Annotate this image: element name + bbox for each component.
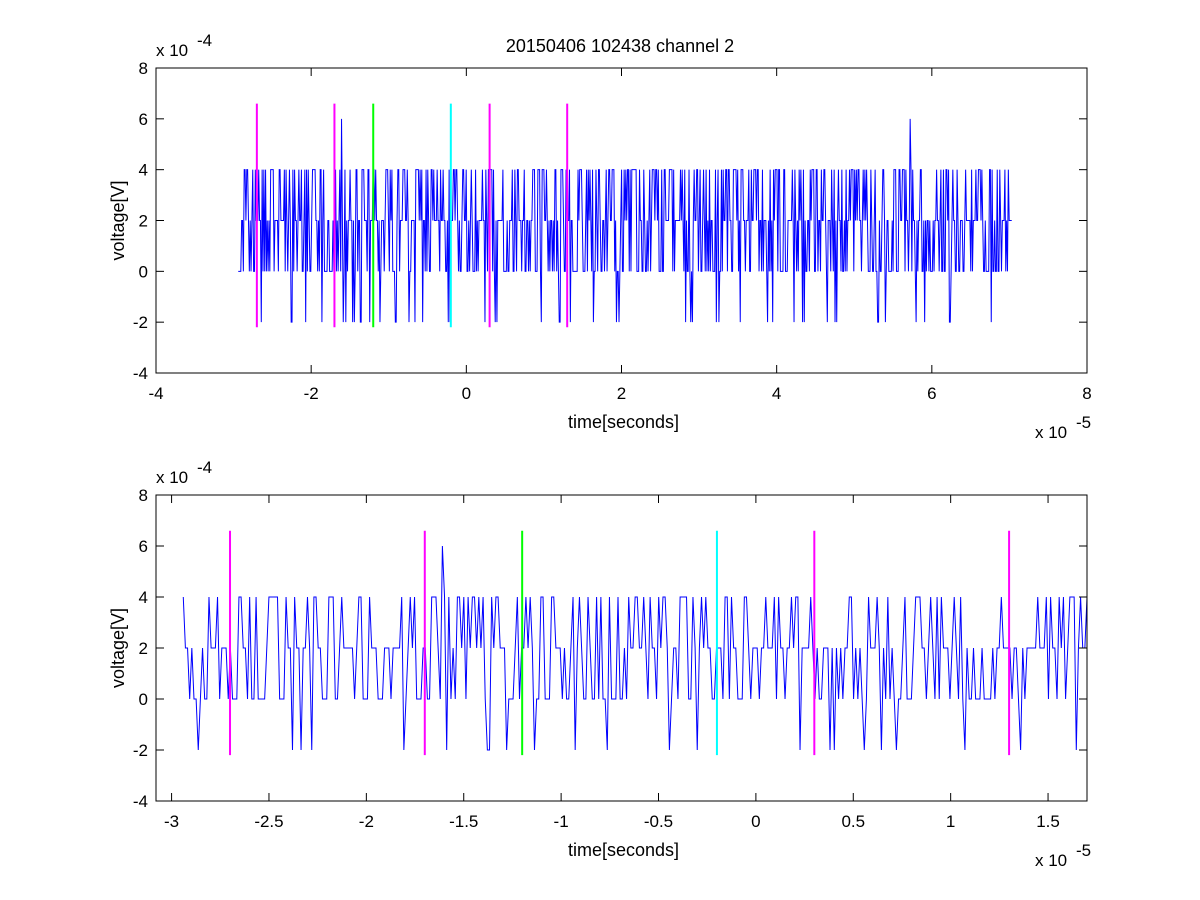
x-tick-label: -4: [148, 384, 163, 403]
bottom-plot: -3 -2.5 -2 -1.5 -1 -0.5 0 0.5 1 1.5 -4 -2 0 2 4 6 8 time[…: [108, 458, 1091, 870]
y-exponent-label: x 10: [156, 468, 188, 487]
x-tick-label: 4: [772, 384, 781, 403]
x-tick-label: -2: [359, 812, 374, 831]
y-tick-label: 6: [139, 537, 148, 556]
x-tick-label: 0.5: [841, 812, 865, 831]
y-tick-label: -4: [133, 792, 148, 811]
x-tick-label: -2.5: [254, 812, 283, 831]
x-tick-label: 6: [927, 384, 936, 403]
x-tick-label: 1: [946, 812, 955, 831]
y-axis-label: voltage[V]: [108, 608, 128, 688]
y-axis-label: voltage[V]: [108, 180, 128, 260]
y-tick-label: 0: [139, 690, 148, 709]
y-exponent-label: x 10: [156, 41, 188, 60]
x-tick-label: -0.5: [644, 812, 673, 831]
signal-trace: [182, 545, 1088, 751]
y-tick-label: 2: [139, 639, 148, 658]
x-tick-label: 1.5: [1036, 812, 1060, 831]
y-tick-label: -4: [133, 364, 148, 383]
y-tick-label: 2: [139, 212, 148, 231]
y-tick-label: 4: [139, 588, 148, 607]
x-exponent-label: x 10: [1035, 423, 1067, 442]
y-tick-label: 8: [139, 59, 148, 78]
x-exponent-label: x 10: [1035, 851, 1067, 870]
x-axis-label: time[seconds]: [568, 412, 679, 432]
y-exponent-power: -4: [197, 31, 212, 50]
y-tick-label: -2: [133, 741, 148, 760]
x-tick-label: -1: [554, 812, 569, 831]
y-tick-label: 0: [139, 262, 148, 281]
y-tick-label: 6: [139, 110, 148, 129]
x-axis-label: time[seconds]: [568, 840, 679, 860]
y-tick-label: 8: [139, 486, 148, 505]
x-tick-label: -1.5: [449, 812, 478, 831]
x-tick-label: 0: [751, 812, 760, 831]
x-exponent-power: -5: [1076, 413, 1091, 432]
y-tick-label: -2: [133, 313, 148, 332]
x-tick-label: 2: [617, 384, 626, 403]
y-tick-label: 4: [139, 161, 148, 180]
x-exponent-power: -5: [1076, 841, 1091, 860]
x-tick-label: -2: [304, 384, 319, 403]
chart-title: 20150406 102438 channel 2: [506, 36, 734, 56]
x-tick-label: -3: [164, 812, 179, 831]
top-plot: -4 -2 0 2 4 6 8 -4 -2 0 2 4 6 8 time[seconds] voltage[V…: [108, 31, 1092, 442]
x-tick-label: 8: [1082, 384, 1091, 403]
x-tick-label: 0: [462, 384, 471, 403]
signal-trace: [238, 118, 1012, 323]
y-exponent-power: -4: [197, 458, 212, 477]
